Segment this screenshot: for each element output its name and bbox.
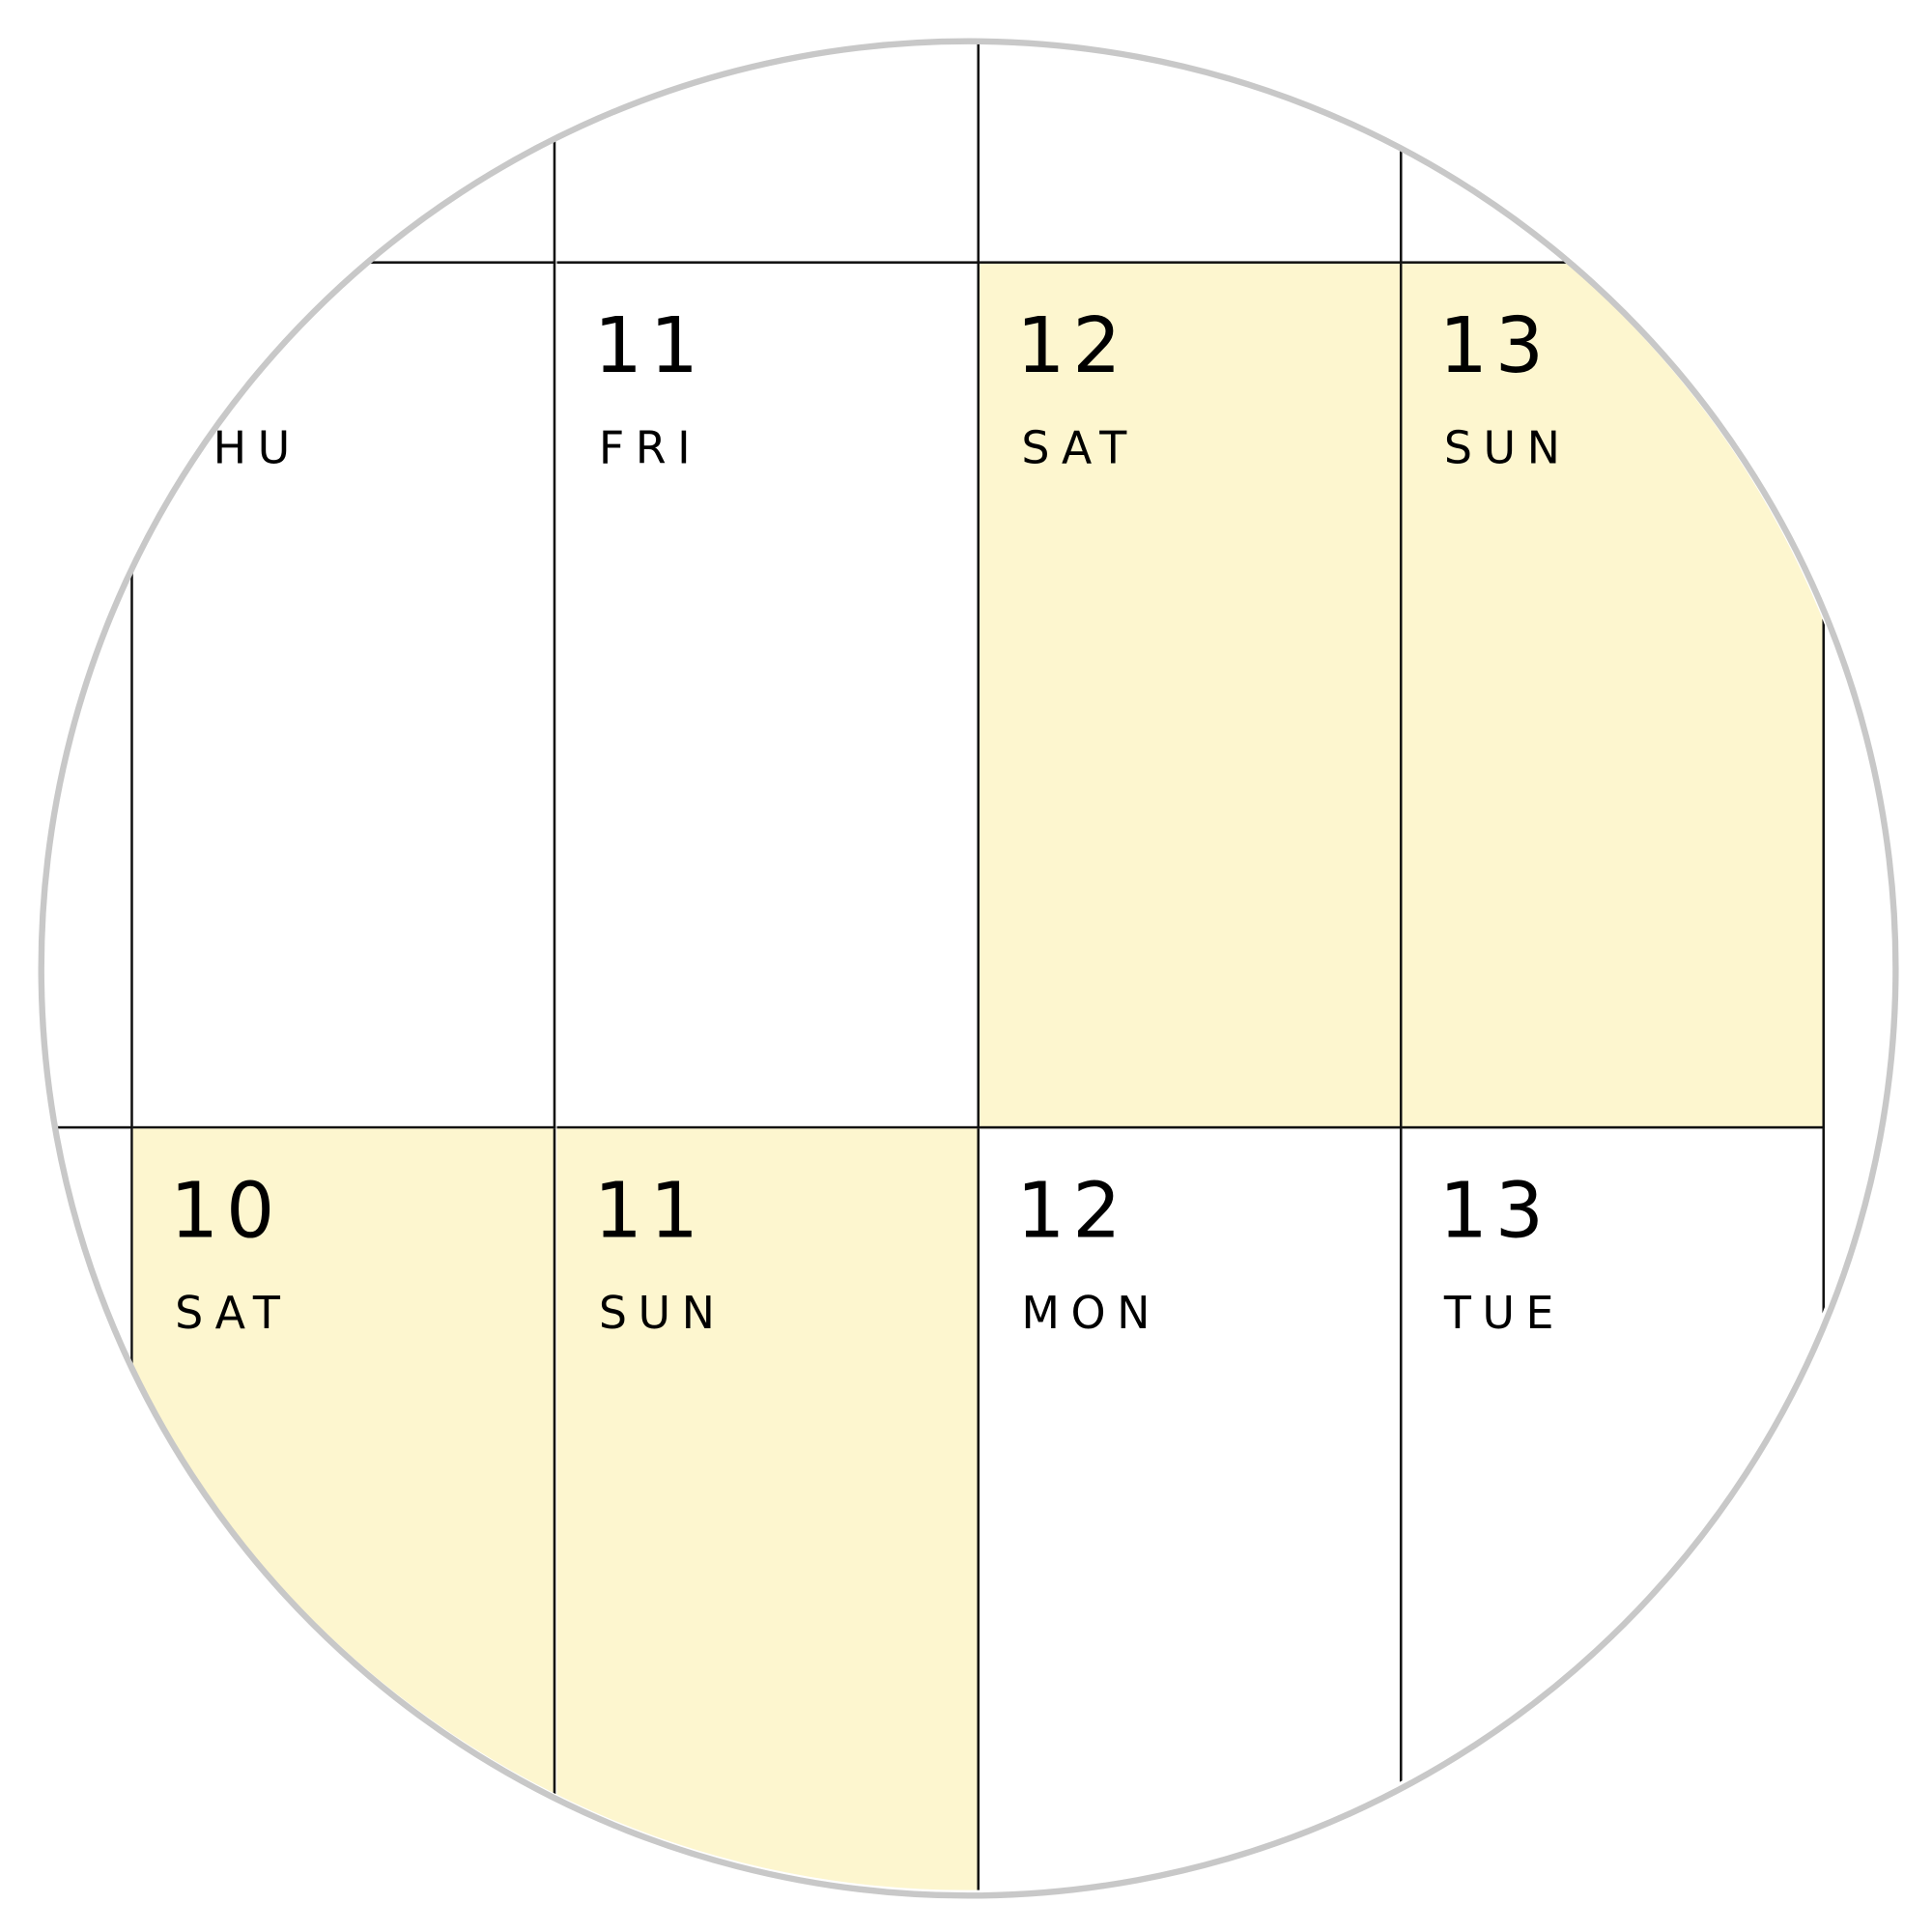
day-cell[interactable]: 10 SAT <box>132 1128 556 1890</box>
day-number: 11 <box>593 1165 706 1256</box>
weekday-label: MON <box>1021 1289 1161 1340</box>
day-cell[interactable]: 10 THU <box>132 263 556 1129</box>
day-cell[interactable]: 11 FRI <box>556 263 980 1129</box>
day-cell[interactable] <box>556 42 980 264</box>
day-cell[interactable] <box>1402 42 1826 264</box>
day-number: 12 <box>1016 1165 1129 1256</box>
weekday-label: TUE <box>1443 1289 1566 1340</box>
day-cell[interactable] <box>42 42 133 264</box>
day-cell[interactable] <box>132 42 556 264</box>
day-cell[interactable]: 12 SAT <box>980 263 1403 1129</box>
day-number: 10 <box>170 1165 282 1256</box>
weekday-label: THU <box>175 423 301 475</box>
day-cell[interactable] <box>980 42 1403 264</box>
day-number: 10 <box>170 300 282 391</box>
day-number: 13 <box>1438 300 1551 391</box>
day-cell[interactable] <box>42 263 133 1129</box>
weekday-label: SAT <box>175 1289 292 1340</box>
calendar-grid: 10 THU 11 FRI 12 SAT 13 SUN 10 SAT 11 SUN 12 MON 13 TUE <box>42 42 1890 1890</box>
weekday-label: SUN <box>1443 423 1572 475</box>
weekday-label: FRI <box>598 423 702 475</box>
day-cell[interactable]: 11 SUN <box>556 1128 980 1890</box>
day-cell[interactable] <box>42 1128 133 1890</box>
day-number: 11 <box>593 300 706 391</box>
day-number: 13 <box>1438 1165 1551 1256</box>
weekday-label: SAT <box>1021 423 1138 475</box>
day-number: 12 <box>1016 300 1129 391</box>
day-cell[interactable]: 13 TUE <box>1403 1128 1826 1890</box>
day-cell[interactable]: 12 MON <box>980 1128 1403 1890</box>
weekday-label: SUN <box>598 1289 726 1340</box>
day-cell[interactable]: 13 SUN <box>1402 263 1826 1129</box>
